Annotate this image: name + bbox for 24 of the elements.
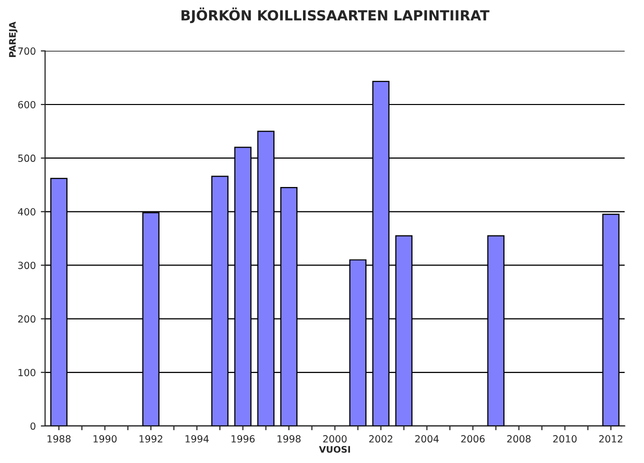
x-tick-label: 1988 <box>48 435 71 443</box>
x-tick-label: 2010 <box>553 435 577 443</box>
x-tick-label: 1990 <box>94 435 117 443</box>
y-tick-label: 700 <box>18 47 36 55</box>
x-tick-label: 1996 <box>232 435 255 443</box>
x-tick-label: 1998 <box>278 435 301 443</box>
chart-title: BJÖRKÖN KOILLISSAARTEN LAPINTIIRAT <box>182 8 490 24</box>
x-tick-label: 2006 <box>461 435 485 443</box>
x-tick-label: 1992 <box>140 435 162 443</box>
x-tick-label: 2008 <box>507 435 531 443</box>
y-tick-label: 300 <box>18 262 36 270</box>
y-tick-label: 200 <box>18 315 36 323</box>
x-tick-label: 2004 <box>415 435 439 443</box>
y-tick-label: 0 <box>30 422 36 430</box>
y-tick-label: 100 <box>18 368 36 376</box>
y-tick-label: 400 <box>18 208 36 216</box>
y-axis-title: PAREJA <box>9 22 18 57</box>
x-tick-label: 2000 <box>323 435 347 443</box>
x-tick-label: 2012 <box>599 435 622 443</box>
x-axis-title: VUOSI <box>318 446 350 453</box>
y-tick-label: 500 <box>18 154 36 162</box>
y-tick-label: 600 <box>18 100 36 108</box>
x-tick-label: 1994 <box>186 435 209 443</box>
x-tick-label: 2002 <box>369 435 392 443</box>
